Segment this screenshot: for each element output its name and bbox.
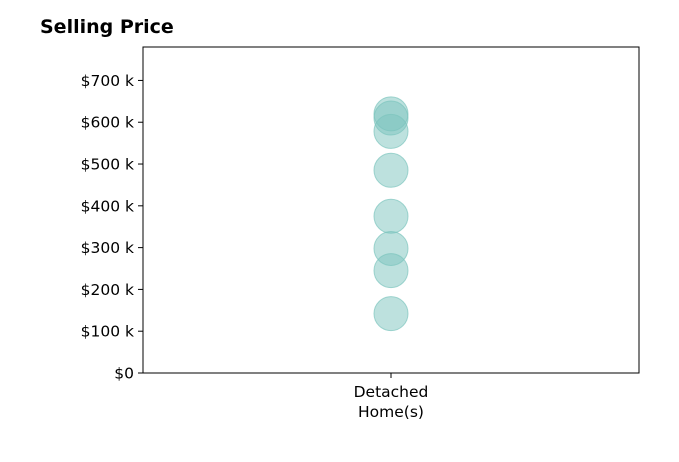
y-tick-label: $400 k: [81, 197, 134, 215]
y-axis: $0 $100 k $200 k $300 k $400 k $500 k $600 k $7…: [81, 72, 143, 383]
y-tick-label: $0: [114, 365, 134, 383]
data-point: [373, 113, 409, 149]
data-point: [373, 152, 409, 188]
y-tick-label: $600 k: [81, 114, 134, 132]
x-axis: Detached Home(s): [354, 373, 429, 421]
y-tick-label: $300 k: [81, 239, 134, 257]
chart-title: Selling Price: [40, 16, 174, 38]
y-tick-label: $500 k: [81, 156, 134, 174]
data-points: [373, 96, 409, 332]
y-tick-label: $700 k: [81, 72, 134, 90]
y-tick-label: $200 k: [81, 281, 134, 299]
x-tick-label: Detached Home(s): [354, 383, 429, 421]
y-tick-label: $100 k: [81, 323, 134, 341]
data-point: [373, 198, 409, 234]
data-point: [373, 296, 409, 332]
data-point: [373, 253, 409, 289]
